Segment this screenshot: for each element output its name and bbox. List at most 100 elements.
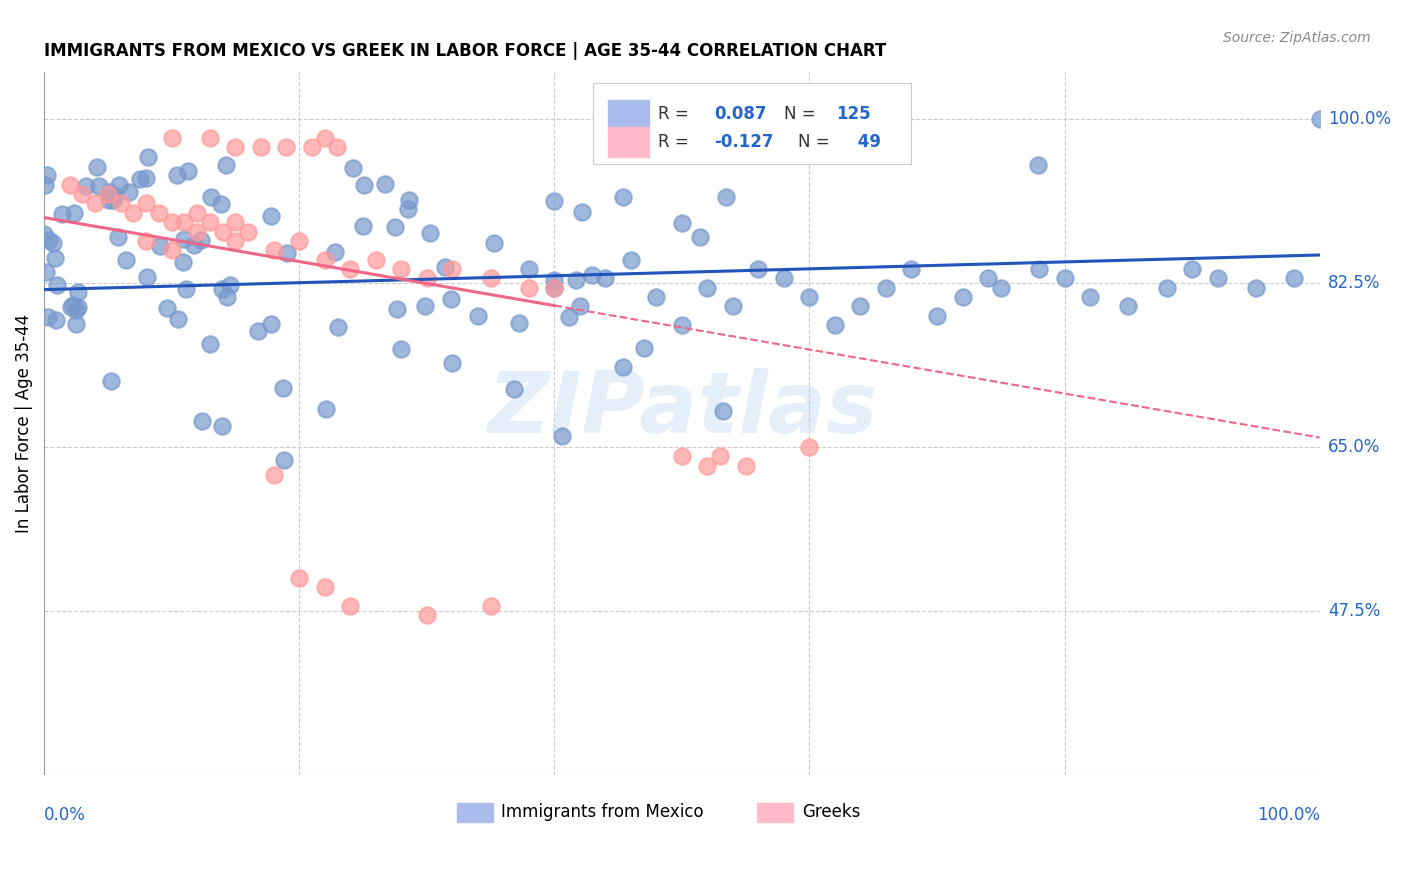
Point [385,301,408,316]
Point [389,262,412,277]
Point [110,196,132,211]
Point [35,168,58,182]
Point [224,140,246,154]
Point [59,178,82,192]
Point [1181,262,1204,277]
Point [114,252,136,267]
Point [198,215,221,229]
Point [173,232,195,246]
Point [326,140,349,154]
Point [326,319,349,334]
Point [224,234,246,248]
Point [59,178,82,192]
Point [135,234,157,248]
Point [441,262,464,277]
Point [37,310,59,325]
Point [990,281,1012,295]
Point [543,281,565,295]
Point [1118,300,1140,314]
Point [87,179,110,194]
Point [44,251,66,265]
Point [87,179,110,194]
Point [110,196,132,211]
Point [160,131,183,145]
Point [273,453,295,467]
Point [977,271,1000,285]
Point [517,281,540,295]
Point [314,252,336,267]
Point [1118,300,1140,314]
Point [671,318,693,333]
Point [215,290,238,304]
Point [101,194,124,208]
Text: 49: 49 [852,133,880,151]
Point [186,206,208,220]
Point [551,429,574,443]
Point [135,196,157,211]
Point [571,204,593,219]
Point [173,215,195,229]
Point [301,140,323,154]
Text: Source: ZipAtlas.com: Source: ZipAtlas.com [1223,31,1371,45]
Point [342,161,364,175]
Point [62,298,84,312]
Point [1309,112,1331,127]
Point [645,290,668,304]
Text: ZIPatlas: ZIPatlas [486,368,877,451]
Point [86,160,108,174]
Point [148,239,170,253]
Text: 65.0%: 65.0% [1329,438,1381,456]
Point [263,244,285,258]
Point [224,215,246,229]
Point [46,278,69,293]
Point [479,599,502,613]
Point [32,227,55,242]
Point [1053,271,1076,285]
Point [186,225,208,239]
Point [117,185,139,199]
Point [46,278,69,293]
Point [479,599,502,613]
Point [135,270,157,285]
Point [467,310,489,324]
Point [65,302,87,317]
Text: 0.0%: 0.0% [44,806,86,824]
Point [156,301,179,315]
Point [352,219,374,233]
Point [84,196,107,211]
Point [571,204,593,219]
Point [148,206,170,220]
Text: Immigrants from Mexico: Immigrants from Mexico [501,804,703,822]
Point [183,238,205,252]
Point [396,202,419,216]
Text: 100.0%: 100.0% [1329,111,1391,128]
Point [315,402,337,417]
Point [198,131,221,145]
Point [191,414,214,428]
Point [128,171,150,186]
Point [433,260,456,275]
Point [799,440,821,454]
Point [108,178,131,192]
Point [479,271,502,285]
Point [1282,271,1305,285]
Point [38,233,60,247]
Point [250,140,273,154]
Point [389,262,412,277]
Point [263,468,285,483]
Point [612,190,634,204]
Point [543,281,565,295]
Point [467,310,489,324]
Point [385,301,408,316]
Point [440,292,463,306]
Point [65,318,87,332]
Point [177,164,200,178]
Point [97,187,120,202]
Point [107,230,129,244]
Point [224,234,246,248]
Point [479,271,502,285]
Point [413,299,436,313]
Point [166,311,188,326]
Point [314,252,336,267]
Point [543,194,565,209]
